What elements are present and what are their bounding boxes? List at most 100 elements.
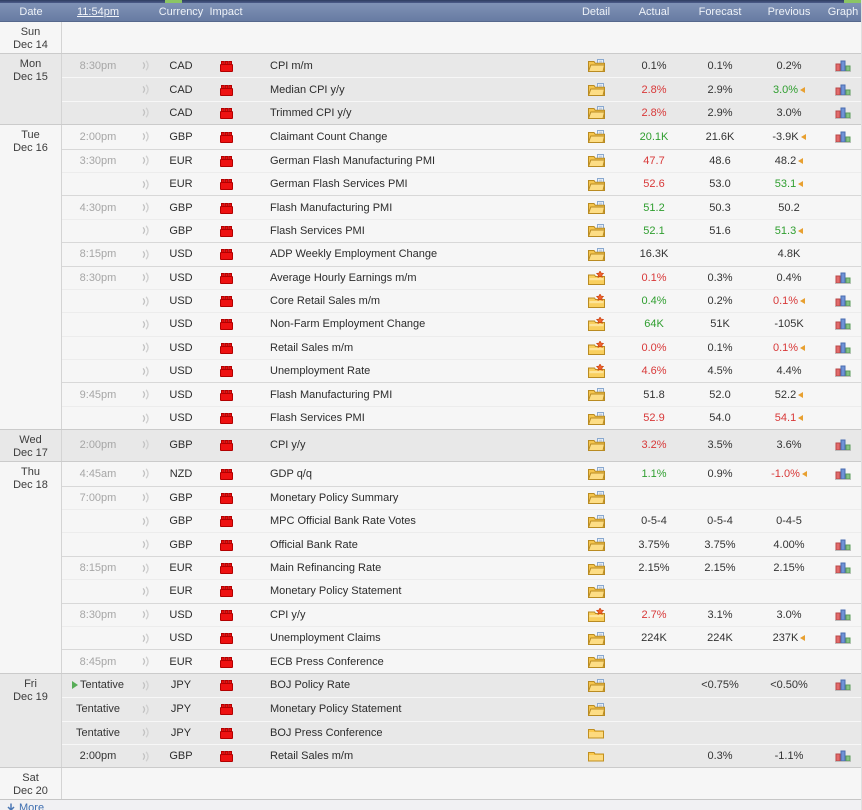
event-name[interactable]: Non-Farm Employment Change bbox=[270, 318, 426, 331]
date-label: Dec 17 bbox=[13, 447, 48, 460]
graph-icon[interactable] bbox=[835, 342, 851, 354]
event-name[interactable]: Retail Sales m/m bbox=[270, 341, 354, 354]
event-time: Tentative bbox=[75, 703, 121, 716]
graph-icon[interactable] bbox=[835, 365, 851, 378]
detail-folder-open-icon[interactable] bbox=[587, 467, 605, 481]
event-name[interactable]: German Flash Services PMI bbox=[270, 178, 408, 191]
speaker-icon bbox=[140, 272, 151, 283]
detail-folder-star-icon[interactable] bbox=[587, 340, 605, 355]
event-name[interactable]: CPI m/m bbox=[270, 59, 313, 72]
speaker-icon bbox=[140, 366, 151, 377]
detail-folder-open-icon[interactable] bbox=[587, 411, 605, 425]
impact-high-icon bbox=[219, 515, 233, 528]
detail-folder-open-icon[interactable] bbox=[587, 201, 605, 215]
more-link[interactable]: More bbox=[6, 802, 44, 810]
event-name[interactable]: Flash Manufacturing PMI bbox=[270, 201, 393, 214]
detail-folder-star-icon[interactable] bbox=[587, 607, 605, 622]
event-name[interactable]: Main Refinancing Rate bbox=[270, 562, 382, 574]
graph-icon[interactable] bbox=[835, 272, 851, 284]
speaker-icon bbox=[140, 155, 151, 166]
event-name[interactable]: Trimmed CPI y/y bbox=[270, 106, 352, 119]
detail-folder-open-icon[interactable] bbox=[587, 59, 605, 73]
event-name[interactable]: Flash Services PMI bbox=[270, 224, 365, 237]
previous-value: 54.1 bbox=[774, 412, 797, 425]
detail-folder-open-icon[interactable] bbox=[587, 491, 605, 505]
graph-icon[interactable] bbox=[835, 60, 851, 72]
detail-folder-star-icon[interactable] bbox=[587, 364, 605, 379]
graph-icon[interactable] bbox=[835, 318, 851, 331]
detail-folder-open-icon[interactable] bbox=[587, 678, 605, 692]
event-name[interactable]: Core Retail Sales m/m bbox=[270, 295, 381, 308]
current-time-link[interactable]: 11:54pm bbox=[77, 6, 119, 18]
graph-icon[interactable] bbox=[835, 84, 851, 96]
event-name[interactable]: Average Hourly Earnings m/m bbox=[270, 271, 417, 284]
event-row: CAD Median CPI y/y 2.8% 2.9% 3.0% bbox=[62, 77, 861, 100]
detail-folder-closed-icon[interactable] bbox=[588, 727, 604, 739]
detail-folder-open-icon[interactable] bbox=[587, 83, 605, 97]
event-name[interactable]: Monetary Policy Summary bbox=[270, 491, 399, 504]
graph-icon[interactable] bbox=[835, 609, 851, 621]
event-name[interactable]: CPI y/y bbox=[270, 608, 306, 621]
col-header-graph: Graph bbox=[827, 6, 859, 18]
revision-marker-icon bbox=[798, 391, 804, 398]
event-name[interactable]: Unemployment Rate bbox=[270, 365, 371, 378]
speaker-icon bbox=[140, 389, 151, 400]
event-name[interactable]: ECB Press Conference bbox=[270, 655, 384, 668]
graph-icon[interactable] bbox=[835, 468, 851, 480]
graph-icon[interactable] bbox=[835, 562, 851, 574]
graph-icon[interactable] bbox=[835, 679, 851, 692]
event-name[interactable]: MPC Official Bank Rate Votes bbox=[270, 515, 416, 528]
day-block: Sun Dec 14 bbox=[0, 22, 861, 53]
detail-folder-open-icon[interactable] bbox=[587, 224, 605, 238]
event-name[interactable]: Monetary Policy Statement bbox=[270, 703, 402, 716]
graph-icon[interactable] bbox=[835, 131, 851, 143]
event-name[interactable]: GDP q/q bbox=[270, 467, 312, 480]
detail-folder-open-icon[interactable] bbox=[587, 584, 605, 598]
event-time: 8:30pm bbox=[79, 59, 117, 72]
event-row: 2:00pm GBP CPI y/y 3.2% 3.5% 3.6% bbox=[62, 430, 861, 459]
event-name[interactable]: Unemployment Claims bbox=[270, 632, 381, 645]
event-name[interactable]: Official Bank Rate bbox=[270, 538, 358, 551]
event-row: 8:30pm CAD CPI m/m 0.1% 0.1% 0.2% bbox=[62, 54, 861, 77]
event-name[interactable]: Median CPI y/y bbox=[270, 83, 345, 96]
currency-label: JPY bbox=[170, 703, 192, 716]
previous-value: -1.1% bbox=[774, 750, 804, 763]
graph-icon[interactable] bbox=[835, 539, 851, 551]
detail-folder-open-icon[interactable] bbox=[587, 106, 605, 120]
event-name[interactable]: Monetary Policy Statement bbox=[270, 585, 402, 598]
detail-folder-open-icon[interactable] bbox=[587, 247, 605, 261]
graph-icon[interactable] bbox=[835, 295, 851, 308]
detail-folder-open-icon[interactable] bbox=[587, 130, 605, 144]
detail-folder-open-icon[interactable] bbox=[587, 514, 605, 528]
detail-folder-open-icon[interactable] bbox=[587, 438, 605, 452]
graph-icon[interactable] bbox=[835, 632, 851, 645]
event-name[interactable]: Claimant Count Change bbox=[270, 130, 388, 143]
detail-folder-star-icon[interactable] bbox=[587, 317, 605, 332]
event-name[interactable]: ADP Weekly Employment Change bbox=[270, 248, 438, 261]
detail-folder-open-icon[interactable] bbox=[587, 154, 605, 168]
event-name[interactable]: BOJ Policy Rate bbox=[270, 679, 351, 692]
event-name[interactable]: German Flash Manufacturing PMI bbox=[270, 154, 436, 167]
detail-folder-open-icon[interactable] bbox=[587, 702, 605, 716]
detail-folder-open-icon[interactable] bbox=[587, 561, 605, 575]
event-name[interactable]: BOJ Press Conference bbox=[270, 726, 383, 739]
detail-folder-closed-icon[interactable] bbox=[588, 750, 604, 762]
graph-icon[interactable] bbox=[835, 750, 851, 763]
event-time: 2:00pm bbox=[79, 750, 117, 763]
event-name[interactable]: CPI y/y bbox=[270, 438, 306, 451]
detail-folder-open-icon[interactable] bbox=[587, 388, 605, 402]
speaker-icon bbox=[140, 131, 151, 142]
event-name[interactable]: Flash Manufacturing PMI bbox=[270, 388, 393, 401]
detail-folder-open-icon[interactable] bbox=[587, 538, 605, 552]
detail-folder-open-icon[interactable] bbox=[587, 177, 605, 191]
graph-icon[interactable] bbox=[835, 107, 851, 119]
event-name[interactable]: Retail Sales m/m bbox=[270, 750, 354, 763]
detail-folder-open-icon[interactable] bbox=[587, 631, 605, 645]
detail-folder-star-icon[interactable] bbox=[587, 270, 605, 285]
event-name[interactable]: Flash Services PMI bbox=[270, 412, 365, 425]
graph-icon[interactable] bbox=[835, 439, 851, 451]
detail-folder-open-icon[interactable] bbox=[587, 655, 605, 669]
event-row: 8:15pm EUR Main Refinancing Rate 2.15% 2.15%… bbox=[62, 555, 861, 579]
forecast-value: 50.3 bbox=[709, 201, 731, 214]
detail-folder-star-icon[interactable] bbox=[587, 294, 605, 309]
